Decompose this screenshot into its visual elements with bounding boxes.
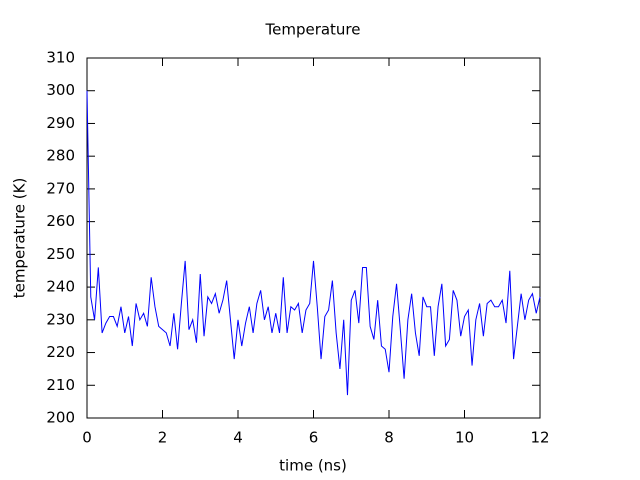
x-tick-label: 8 xyxy=(384,429,394,447)
y-tick-label: 290 xyxy=(46,114,75,132)
x-tick-label: 2 xyxy=(158,429,168,447)
y-tick-label: 240 xyxy=(46,278,75,296)
x-tick-label: 0 xyxy=(82,429,92,447)
x-tick-label: 6 xyxy=(309,429,319,447)
chart-title: Temperature xyxy=(264,21,360,39)
y-tick-label: 270 xyxy=(46,179,75,197)
x-tick-label: 12 xyxy=(530,429,549,447)
x-tick-label: 4 xyxy=(233,429,243,447)
x-axis-label: time (ns) xyxy=(279,457,347,475)
y-tick-label: 200 xyxy=(46,409,75,427)
y-tick-label: 280 xyxy=(46,147,75,165)
y-tick-label: 300 xyxy=(46,81,75,99)
y-tick-label: 220 xyxy=(46,343,75,361)
y-tick-label: 230 xyxy=(46,310,75,328)
y-axis-label: temperature (K) xyxy=(11,178,29,299)
y-tick-label: 250 xyxy=(46,245,75,263)
y-tick-label: 310 xyxy=(46,49,75,67)
data-line xyxy=(86,90,541,396)
y-tick-label: 260 xyxy=(46,212,75,230)
x-tick-label: 10 xyxy=(455,429,474,447)
y-tick-label: 210 xyxy=(46,376,75,394)
